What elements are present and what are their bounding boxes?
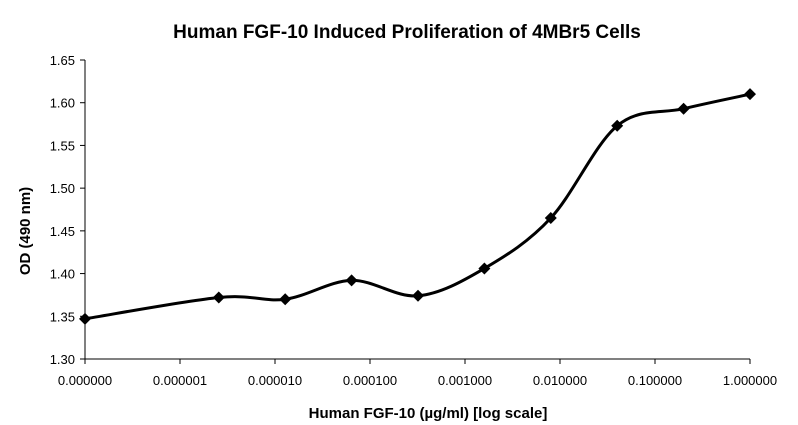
data-point-marker (279, 293, 292, 306)
y-tick-label: 1.40 (50, 267, 75, 282)
data-point-marker (611, 119, 624, 132)
x-tick-label: 0.000000 (58, 373, 112, 388)
series-line (84, 92, 751, 321)
x-tick-label: 0.001000 (438, 373, 492, 388)
y-tick-label: 1.35 (50, 309, 75, 324)
data-point-marker (677, 102, 690, 115)
data-point-marker (345, 274, 358, 287)
y-tick-label: 1.45 (50, 224, 75, 239)
y-tick-label: 1.65 (50, 53, 75, 68)
x-tick-label: 0.000100 (343, 373, 397, 388)
data-point-marker (478, 262, 491, 275)
x-tick-label: 0.000010 (248, 373, 302, 388)
y-axis: 1.30 1.35 1.40 1.45 1.50 1.55 1.60 1.65 (50, 53, 86, 367)
x-tick-label: 1.000000 (723, 373, 777, 388)
data-point-marker (212, 291, 225, 304)
x-axis: 0.000000 0.000001 0.000010 0.000100 0.001000… (58, 358, 777, 388)
y-tick-label: 1.50 (50, 181, 75, 196)
data-point-marker (744, 88, 756, 101)
x-tick-label: 0.100000 (628, 373, 682, 388)
y-tick-label: 1.60 (50, 96, 75, 111)
y-axis-label: OD (490 nm) (17, 187, 34, 275)
data-point-marker (411, 289, 424, 302)
data-point-marker (544, 212, 557, 225)
y-tick-label: 1.55 (50, 138, 75, 153)
series-od (79, 88, 756, 325)
x-tick-label: 0.000001 (153, 373, 207, 388)
x-axis-label: Human FGF-10 (µg/ml) [log scale] (309, 405, 548, 422)
chart-title: Human FGF-10 Induced Proliferation of 4M… (173, 22, 641, 43)
data-point-marker (79, 312, 91, 325)
y-tick-label: 1.30 (50, 352, 75, 367)
x-tick-label: 0.010000 (533, 373, 587, 388)
